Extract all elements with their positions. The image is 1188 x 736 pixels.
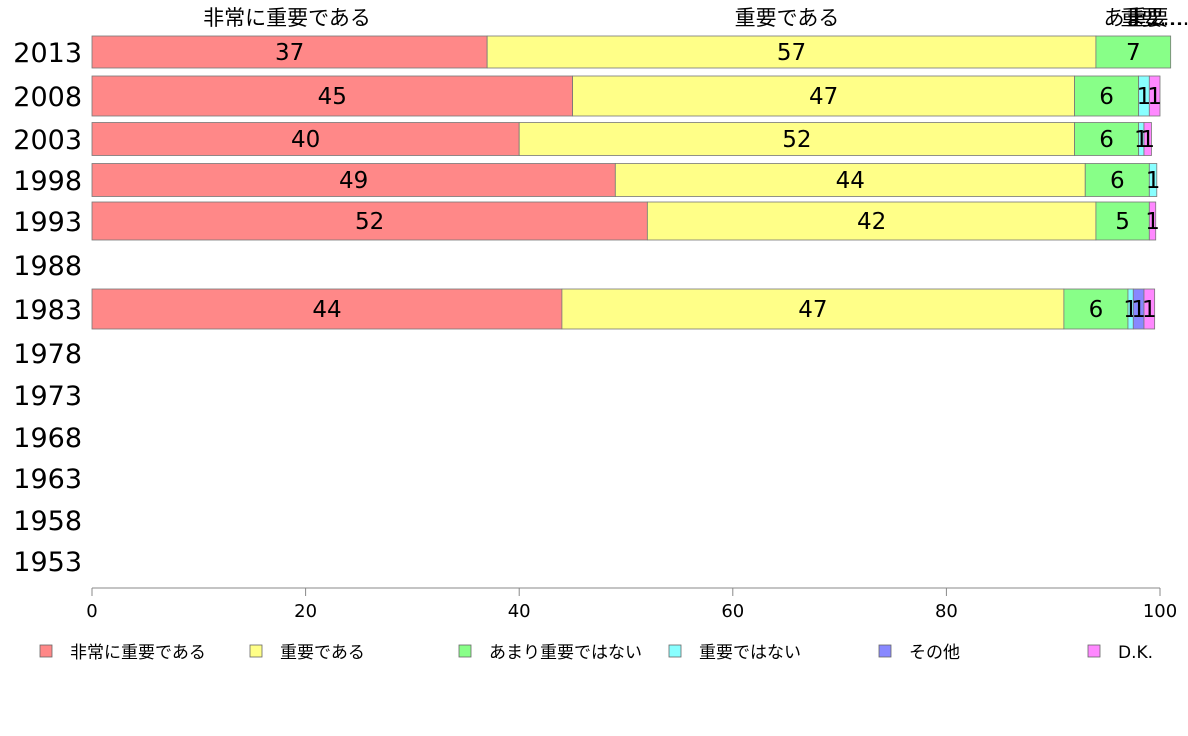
- data-label: 37: [275, 40, 304, 66]
- top-label: 重要…: [1121, 6, 1184, 30]
- data-label: 52: [782, 127, 811, 153]
- bar-segment: [561, 288, 1065, 330]
- x-tick-label: 60: [721, 601, 744, 622]
- year-label: 1973: [13, 381, 82, 412]
- x-tick-label: 80: [935, 601, 958, 622]
- data-label: 44: [312, 297, 341, 323]
- legend-entry: 重要ではない: [699, 643, 801, 663]
- x-tick-label: 0: [86, 601, 97, 622]
- bar-segment: [1095, 35, 1172, 69]
- bar-segment: [614, 163, 1086, 197]
- data-label: 47: [809, 84, 838, 110]
- legend-swatch: [249, 644, 263, 658]
- legend-entry: あまり重要ではない: [489, 643, 642, 663]
- data-label: 44: [836, 168, 865, 194]
- legend-swatch: [1087, 644, 1101, 658]
- bar-segment: [1095, 201, 1150, 241]
- bar-segment: [91, 35, 488, 69]
- year-label: 2003: [13, 125, 82, 156]
- bar-segment: [1148, 75, 1161, 117]
- legend-swatch: [39, 644, 53, 658]
- x-tick-label: 100: [1143, 601, 1177, 622]
- data-label: 1: [1145, 209, 1160, 235]
- year-label: 1978: [13, 339, 82, 370]
- year-label: 1968: [13, 423, 82, 454]
- bar-segment: [1074, 75, 1140, 117]
- data-label: 7: [1126, 40, 1141, 66]
- data-label: 1: [1131, 297, 1146, 323]
- year-label: 2008: [13, 82, 82, 113]
- x-tick-label: 20: [294, 601, 317, 622]
- data-label: 5: [1115, 209, 1130, 235]
- data-label: 45: [318, 84, 347, 110]
- year-label: 2013: [13, 38, 82, 69]
- year-label: 1958: [13, 506, 82, 537]
- data-label: 6: [1089, 297, 1104, 323]
- legend-swatch: [878, 644, 892, 658]
- data-label: 1: [1140, 127, 1155, 153]
- year-label: 1998: [13, 166, 82, 197]
- data-label: 6: [1110, 168, 1125, 194]
- legend: 非常に重要である 重要である あまり重要ではない 重要ではない その他 D.K.: [39, 643, 1153, 663]
- data-label: 1: [1142, 297, 1157, 323]
- bar-segment: [91, 163, 616, 197]
- legend-swatch: [668, 644, 682, 658]
- data-label: 1: [1146, 168, 1161, 194]
- legend-swatch: [458, 644, 472, 658]
- data-label: 6: [1099, 127, 1114, 153]
- data-label: 47: [798, 297, 827, 323]
- legend-entry: 非常に重要である: [70, 643, 206, 663]
- x-axis: 0 20 40 60 80 100: [86, 587, 1177, 622]
- data-label: 49: [339, 168, 368, 194]
- bar-segment: [1148, 163, 1158, 197]
- bar-segment: [91, 122, 520, 156]
- bar-segment: [1143, 122, 1152, 156]
- x-tick-label: 40: [508, 601, 531, 622]
- year-label: 1963: [13, 464, 82, 495]
- data-label: 40: [291, 127, 320, 153]
- legend-entry: D.K.: [1118, 643, 1153, 663]
- top-label: 非常に重要である: [203, 6, 371, 30]
- data-label: 6: [1099, 84, 1114, 110]
- bar-segment: [1074, 122, 1140, 156]
- bar-segment: [1063, 288, 1129, 330]
- bar-segment: [1148, 201, 1157, 241]
- data-label: 1: [1137, 84, 1152, 110]
- data-label: 42: [857, 209, 886, 235]
- year-label: 1953: [13, 547, 82, 578]
- data-label: 57: [777, 40, 806, 66]
- data-label: 1: [1147, 84, 1162, 110]
- bar-segment: [572, 75, 1075, 117]
- bar-segment: [91, 75, 574, 117]
- year-label: 1993: [13, 207, 82, 238]
- top-label: あま…: [1104, 6, 1167, 30]
- legend-entry: 重要である: [280, 643, 365, 663]
- top-series-labels: 非常に重要である 重要である あま…重要…重要…: [203, 6, 1188, 30]
- year-label: 1988: [13, 251, 82, 282]
- bar-segment: [91, 288, 563, 330]
- bar-segment: [1084, 163, 1150, 197]
- bar-segment: [1143, 288, 1156, 330]
- year-axis: 2013 2008 2003 1998 1993 1988 1983 1978 1973 1968…: [13, 38, 82, 578]
- top-label: 重要…: [1127, 6, 1188, 30]
- top-label: 重要である: [735, 6, 840, 30]
- data-label: 52: [355, 209, 384, 235]
- year-label: 1983: [13, 295, 82, 326]
- legend-entry: その他: [909, 643, 960, 663]
- bar-segment: [646, 201, 1097, 241]
- bar-segment: [91, 201, 648, 241]
